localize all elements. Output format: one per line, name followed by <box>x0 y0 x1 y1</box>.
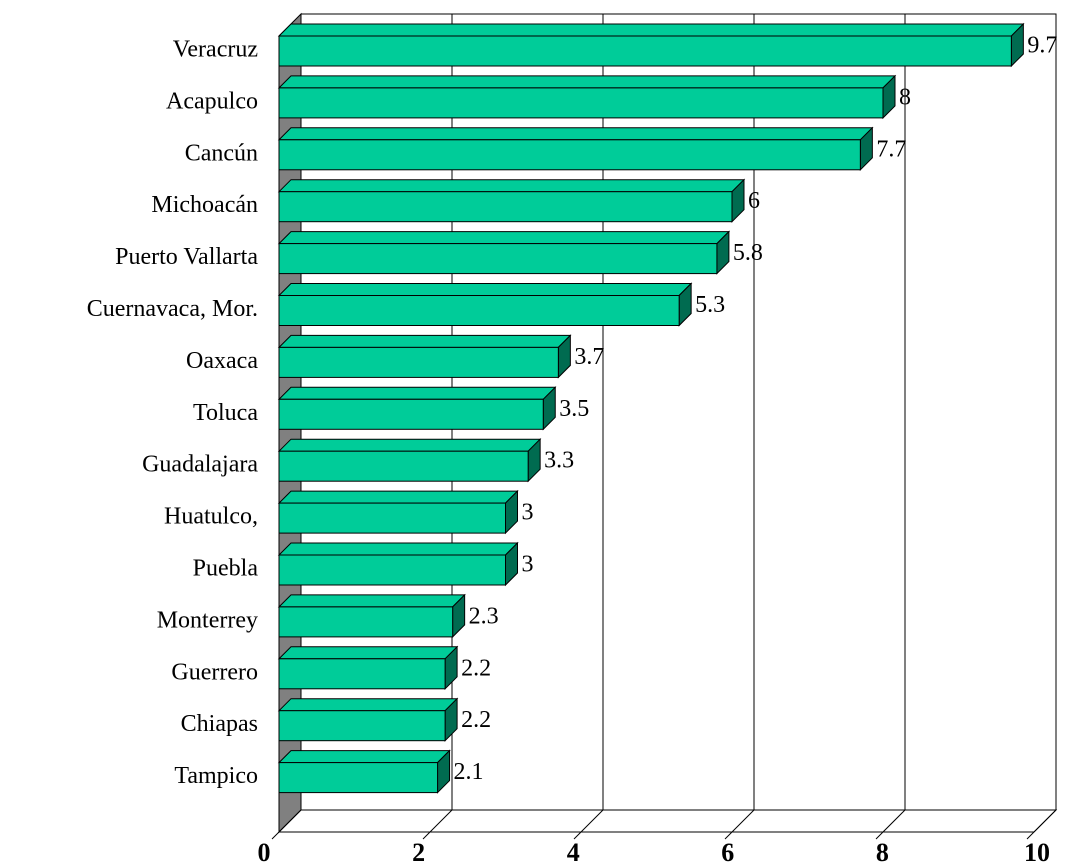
y-tick-label: Toluca <box>193 400 258 426</box>
bar <box>278 243 718 275</box>
bar-top <box>277 334 572 348</box>
value-label: 9.7 <box>1027 33 1057 59</box>
tick-mark <box>422 831 431 840</box>
x-tick-label: 8 <box>876 838 889 865</box>
bar-top <box>277 75 897 89</box>
x-tick-label: 2 <box>412 838 425 865</box>
y-tick-label: Guadalajara <box>142 452 258 478</box>
y-tick-label: Oaxaca <box>186 348 258 374</box>
x-tick-label: 10 <box>1024 838 1050 865</box>
value-label: 6 <box>748 188 760 214</box>
bar <box>278 295 680 326</box>
bar <box>278 35 1012 67</box>
value-label: 3.3 <box>544 448 574 474</box>
y-tick-label: Huatulco, <box>164 504 258 530</box>
bar-top <box>277 231 731 245</box>
y-tick-label: Guerrero <box>171 659 258 685</box>
bar-top <box>277 127 874 141</box>
y-tick-label: Cancún <box>185 140 258 166</box>
value-label: 5.8 <box>733 240 763 266</box>
tick-mark <box>875 831 884 840</box>
bar <box>278 87 884 119</box>
tick-mark <box>724 831 733 840</box>
bar <box>278 710 446 742</box>
bar <box>278 606 454 638</box>
value-label: 8 <box>899 84 911 110</box>
value-label: 5.3 <box>695 292 725 318</box>
x-tick-label: 4 <box>567 838 580 865</box>
bar <box>278 658 446 690</box>
bar-top <box>277 386 557 400</box>
bar <box>278 398 544 430</box>
x-tick-label: 0 <box>258 838 271 865</box>
bar-top <box>277 179 746 193</box>
floor-tick <box>278 809 302 833</box>
value-label: 2.3 <box>469 603 499 629</box>
bar <box>278 502 506 534</box>
floor-tick <box>429 809 453 833</box>
y-tick-label: Chiapas <box>181 711 258 737</box>
value-label: 2.1 <box>454 759 484 785</box>
bar-top <box>277 438 542 452</box>
x-tick-label: 6 <box>721 838 734 865</box>
bar-top <box>277 698 459 712</box>
value-label: 3.7 <box>574 344 604 370</box>
y-tick-label: Monterrey <box>157 607 258 633</box>
tick-mark <box>271 831 280 840</box>
bar <box>278 450 529 482</box>
bar <box>278 139 861 171</box>
y-tick-label: Michoacán <box>151 192 258 218</box>
floor-tick <box>580 809 604 833</box>
tick-mark <box>1026 831 1035 840</box>
y-tick-label: Tampico <box>174 763 258 789</box>
bar <box>278 346 559 378</box>
bar <box>278 191 733 223</box>
value-label: 2.2 <box>461 707 491 733</box>
y-tick-label: Puebla <box>193 556 259 582</box>
floor-tick <box>1033 809 1057 833</box>
bar-top <box>277 594 466 608</box>
bar-top <box>277 283 693 296</box>
bar-top <box>277 750 451 764</box>
bar-top <box>277 23 1025 37</box>
bar-top <box>277 646 459 660</box>
bar <box>278 554 506 586</box>
value-label: 2.2 <box>461 655 491 681</box>
value-label: 3 <box>522 552 534 578</box>
y-tick-label: Acapulco <box>166 88 258 114</box>
bar-top <box>277 490 519 504</box>
floor-tick <box>731 809 755 833</box>
value-label: 7.7 <box>876 136 906 162</box>
floor-tick <box>882 809 906 833</box>
y-tick-label: Cuernavaca, Mor. <box>87 296 258 322</box>
bar-top <box>277 542 519 556</box>
y-tick-label: Veracruz <box>173 37 258 63</box>
bar <box>278 762 439 794</box>
tick-mark <box>573 831 582 840</box>
floor <box>277 809 1058 833</box>
value-label: 3 <box>522 500 534 526</box>
value-label: 3.5 <box>559 396 589 422</box>
y-tick-label: Puerto Vallarta <box>115 244 258 270</box>
